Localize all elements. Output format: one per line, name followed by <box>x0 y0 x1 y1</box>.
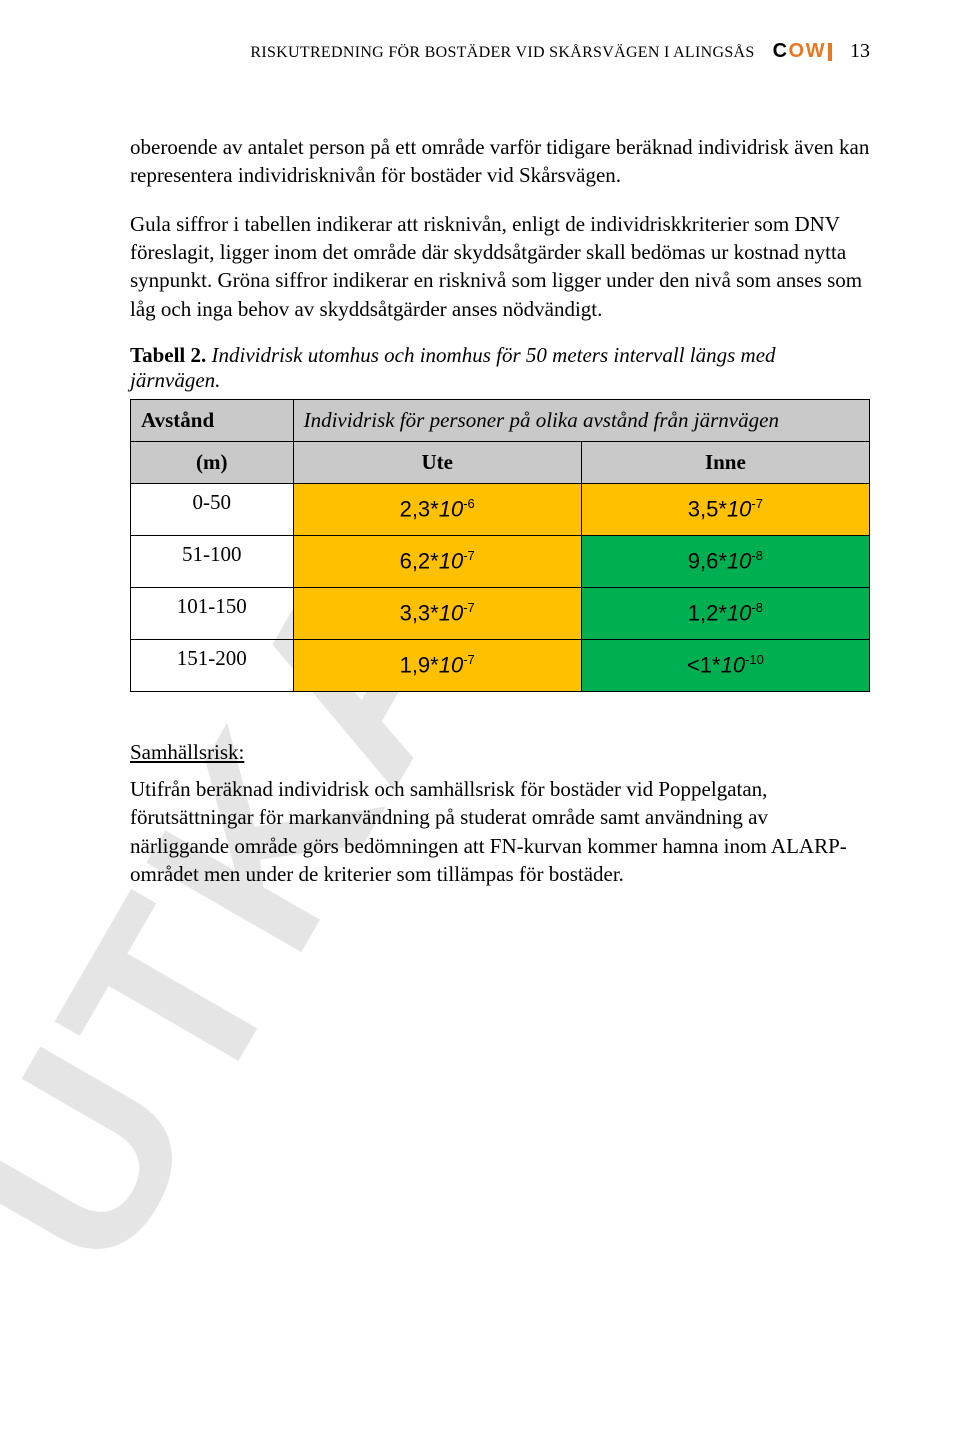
table-cell-distance: 101-150 <box>131 588 294 640</box>
logo-letter-o: O <box>789 41 804 61</box>
logo-letter-c: C <box>773 41 787 61</box>
table-subheader-inne: Inne <box>581 442 869 484</box>
table-row: 151-2001,9*10-7<1*10-10 <box>131 640 870 692</box>
page-header: RISKUTREDNING FÖR BOSTÄDER VID SKÅRSVÄGE… <box>130 40 870 63</box>
cowi-logo: C O W <box>773 41 832 61</box>
table-caption: Tabell 2. Individrisk utomhus och inomhu… <box>130 343 870 393</box>
table-cell-inne: 3,5*10-7 <box>581 484 869 536</box>
page-number: 13 <box>850 40 870 63</box>
table-cell-inne: 1,2*10-8 <box>581 588 869 640</box>
paragraph-2: Gula siffror i tabellen indikerar att ri… <box>130 210 870 323</box>
table-header-row-2: (m) Ute Inne <box>131 442 870 484</box>
table-row: 0-502,3*10-63,5*10-7 <box>131 484 870 536</box>
table-row: 51-1006,2*10-79,6*10-8 <box>131 536 870 588</box>
paragraph-1: oberoende av antalet person på ett områd… <box>130 133 870 190</box>
risk-table: Avstånd Individrisk för personer på olik… <box>130 399 870 692</box>
logo-letter-w: W <box>806 41 824 61</box>
logo-bar-icon <box>828 43 832 61</box>
table-cell-ute: 2,3*10-6 <box>293 484 581 536</box>
table-subheader-ute: Ute <box>293 442 581 484</box>
table-row: 101-1503,3*10-71,2*10-8 <box>131 588 870 640</box>
header-title: RISKUTREDNING FÖR BOSTÄDER VID SKÅRSVÄGE… <box>250 44 754 62</box>
table-subheader-m: (m) <box>131 442 294 484</box>
paragraph-3: Utifrån beräknad individrisk och samhäll… <box>130 775 870 888</box>
table-header-row-1: Avstånd Individrisk för personer på olik… <box>131 400 870 442</box>
table-cell-inne: 9,6*10-8 <box>581 536 869 588</box>
table-cell-ute: 3,3*10-7 <box>293 588 581 640</box>
table-cell-inne: <1*10-10 <box>581 640 869 692</box>
page-container: RISKUTREDNING FÖR BOSTÄDER VID SKÅRSVÄGE… <box>0 0 960 948</box>
table-cell-distance: 51-100 <box>131 536 294 588</box>
table-cell-distance: 0-50 <box>131 484 294 536</box>
table-caption-text: Individrisk utomhus och inomhus för 50 m… <box>130 343 776 392</box>
table-cell-distance: 151-200 <box>131 640 294 692</box>
table-header-individrisk: Individrisk för personer på olika avstån… <box>293 400 869 442</box>
table-header-avstand: Avstånd <box>131 400 294 442</box>
table-header-individrisk-text: Individrisk för personer på olika avstån… <box>304 408 779 432</box>
section-title-samhallsrisk: Samhällsrisk: <box>130 740 870 765</box>
table-caption-label: Tabell 2. <box>130 343 206 367</box>
table-cell-ute: 6,2*10-7 <box>293 536 581 588</box>
table-cell-ute: 1,9*10-7 <box>293 640 581 692</box>
